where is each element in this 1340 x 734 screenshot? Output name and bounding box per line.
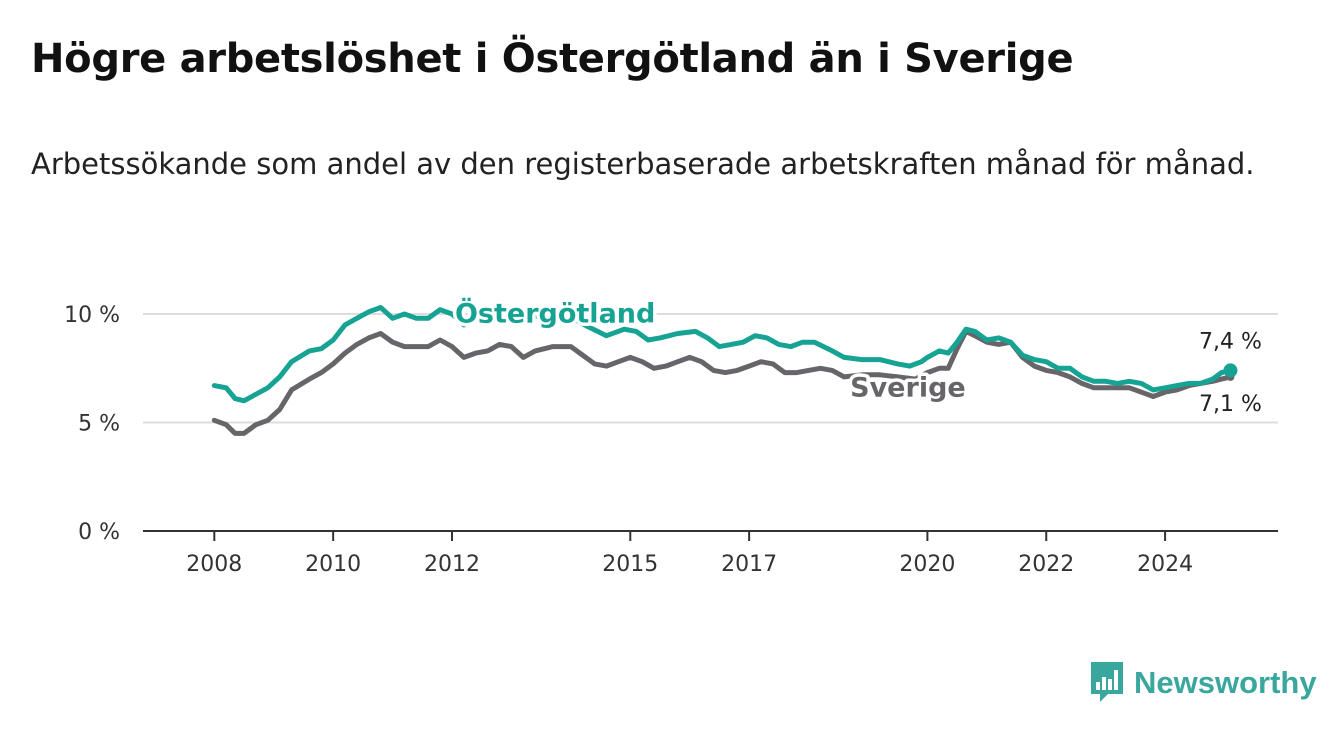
ostergotland-end-marker bbox=[1223, 363, 1238, 378]
y-tick-label: 5 % bbox=[78, 412, 120, 437]
axes: 0 % 5 % 10 % 2008 2010 2012 2015 2017 2020 2022 20… bbox=[64, 303, 1278, 577]
y-tick-label: 0 % bbox=[78, 520, 120, 545]
sverige-end-label: 7,1 % bbox=[1199, 392, 1262, 417]
sverige-series-label: Sverige bbox=[850, 372, 966, 403]
chart-subtitle: Arbetssökande som andel av den registerb… bbox=[31, 147, 1255, 181]
ostergotland-series-label: Östergötland bbox=[455, 297, 655, 330]
gridlines bbox=[143, 313, 1278, 424]
series-labels: 7,4 % 7,1 % Östergötland Sverige bbox=[451, 293, 1262, 417]
x-tick-label: 2010 bbox=[305, 552, 361, 577]
series-line-sverige bbox=[211, 328, 1233, 436]
series-lines bbox=[211, 305, 1238, 436]
brand-logo: Newsworthy bbox=[1088, 660, 1317, 706]
y-tick-label: 10 % bbox=[64, 303, 120, 328]
x-tick-label: 2017 bbox=[721, 552, 777, 577]
brand-name: Newsworthy bbox=[1134, 665, 1317, 700]
line-chart: 0 % 5 % 10 % 2008 2010 2012 2015 2017 2020 2022 20… bbox=[64, 293, 1278, 577]
x-tick-label: 2015 bbox=[602, 552, 658, 577]
x-tick-label: 2012 bbox=[424, 552, 480, 577]
ostergotland-end-label: 7,4 % bbox=[1199, 329, 1262, 354]
x-tick-label: 2024 bbox=[1137, 552, 1193, 577]
x-tick-label: 2008 bbox=[186, 552, 242, 577]
x-tick-label: 2020 bbox=[899, 552, 955, 577]
series-line-ostergotland bbox=[211, 305, 1233, 404]
bar-chart-speech-bubble-icon bbox=[1091, 662, 1123, 702]
chart-title: Högre arbetslöshet i Östergötland än i S… bbox=[31, 36, 1074, 82]
x-tick-label: 2022 bbox=[1018, 552, 1074, 577]
